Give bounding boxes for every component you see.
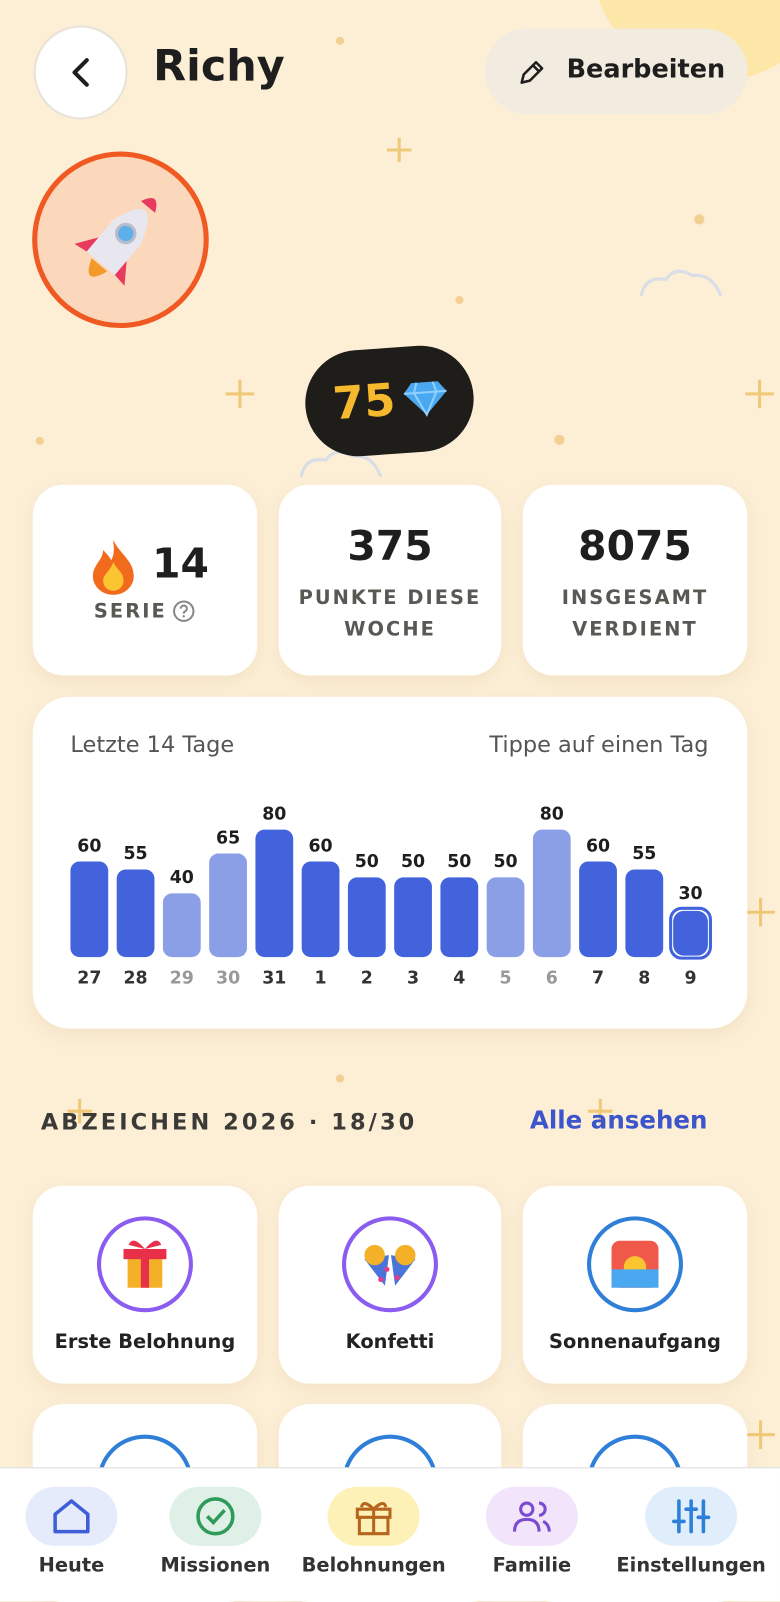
stat-value: 375 <box>347 523 433 571</box>
stat-value: 14 <box>152 540 209 588</box>
x-tick-label: 27 <box>77 969 101 989</box>
badge-card[interactable]: Sonnenaufgang <box>522 1185 748 1384</box>
x-tick-label: 30 <box>216 969 240 989</box>
badge-icon <box>342 1216 438 1313</box>
value-label: 50 <box>355 852 379 872</box>
nav-item[interactable]: Belohnungen <box>297 1486 450 1577</box>
selected-outline <box>669 906 712 960</box>
x-tick-label: 6 <box>546 969 558 989</box>
badge-icon <box>96 1216 193 1313</box>
value-label: 80 <box>540 804 564 824</box>
gem-count: 75 <box>331 374 398 431</box>
x-tick-label: 8 <box>638 969 650 989</box>
stat-card: 375 PUNKTE DIESE WOCHE <box>278 484 502 676</box>
value-label: 60 <box>586 836 610 856</box>
value-label: 65 <box>216 828 240 848</box>
badge-label: Konfetti <box>345 1330 435 1354</box>
stat-card: 14 SERIE <box>32 484 258 676</box>
x-tick-label: 28 <box>124 969 148 989</box>
stat-label: PUNKTE DIESE WOCHE <box>298 586 482 641</box>
bar[interactable] <box>486 877 525 958</box>
back-button[interactable] <box>33 25 128 120</box>
nav-item[interactable]: Einstellungen <box>615 1486 768 1577</box>
x-tick-label: 4 <box>453 969 465 989</box>
bar[interactable] <box>532 829 571 958</box>
family-icon <box>513 1501 551 1532</box>
bar[interactable] <box>673 910 708 956</box>
chart: Letzte 14 Tage Tippe auf einen Tag 60275… <box>70 732 712 989</box>
section-title: ABZEICHEN 2026 · 18/30 <box>40 1110 418 1136</box>
edit-label: Bearbeiten <box>566 54 726 84</box>
profile-name: Richy <box>153 40 285 91</box>
gift-emoji <box>123 1240 167 1288</box>
bar[interactable] <box>347 877 386 958</box>
x-tick-label: 7 <box>592 969 604 989</box>
badge-icon <box>587 1216 683 1313</box>
x-tick-label: 5 <box>500 969 512 989</box>
bar[interactable] <box>255 829 294 958</box>
value-label: 60 <box>77 836 101 856</box>
bar[interactable] <box>440 877 479 958</box>
stat-value: 8075 <box>578 523 692 571</box>
value-label: 80 <box>262 804 286 824</box>
nav-item[interactable]: Heute <box>0 1486 148 1577</box>
bar[interactable] <box>209 853 247 958</box>
confetti-emoji <box>364 1244 416 1286</box>
bar[interactable] <box>301 861 340 958</box>
value-label: 60 <box>308 836 332 856</box>
value-label: 50 <box>401 852 425 872</box>
gift-icon <box>355 1502 392 1536</box>
help-icon[interactable] <box>172 599 197 623</box>
chart-subtitle: Tippe auf einen Tag <box>488 732 708 758</box>
nav-label: Belohnungen <box>301 1554 446 1577</box>
edit-icon <box>520 60 544 84</box>
bar[interactable] <box>579 861 617 958</box>
bar[interactable] <box>116 869 155 958</box>
fire-icon <box>92 539 134 595</box>
x-tick-label: 9 <box>684 969 696 989</box>
x-tick-label: 2 <box>361 969 373 989</box>
value-label: 55 <box>124 844 148 864</box>
nav-label: Einstellungen <box>616 1554 766 1577</box>
value-label: 40 <box>170 868 194 888</box>
stat-label: SERIE <box>93 599 167 623</box>
nav-label: Heute <box>38 1554 105 1577</box>
gem-icon <box>403 381 447 418</box>
badge-card[interactable]: Konfetti <box>278 1185 502 1384</box>
nav-item[interactable]: Missionen <box>139 1486 292 1577</box>
value-label: 55 <box>632 844 656 864</box>
nav-label: Missionen <box>160 1554 271 1577</box>
sunrise-emoji <box>611 1240 659 1288</box>
stat-card: 8075 INSGESAMT VERDIENT <box>522 484 748 676</box>
check-icon <box>196 1497 235 1536</box>
value-label: 30 <box>678 884 702 904</box>
edit-button[interactable]: Bearbeiten <box>484 28 748 115</box>
bar[interactable] <box>394 877 432 958</box>
bottom-nav: Heute Missionen Belohnungen Familie Eins… <box>0 1467 780 1602</box>
x-tick-label: 31 <box>262 969 286 989</box>
settings-icon <box>672 1499 711 1534</box>
nav-item[interactable]: Familie <box>455 1486 608 1577</box>
chart-title: Letzte 14 Tage <box>70 732 234 758</box>
chart-card: Letzte 14 Tage Tippe auf einen Tag 60 27 5… <box>32 696 748 1029</box>
value-label: 50 <box>447 852 471 872</box>
avatar <box>32 151 209 329</box>
bar[interactable] <box>162 893 201 958</box>
x-tick-label: 1 <box>315 969 327 989</box>
x-tick-label: 3 <box>407 969 419 989</box>
x-tick-label: 29 <box>170 969 194 989</box>
nav-label: Familie <box>492 1554 572 1577</box>
home-icon <box>53 1499 90 1534</box>
bar[interactable] <box>70 861 109 958</box>
bar[interactable] <box>625 869 664 958</box>
back-icon <box>72 58 89 87</box>
see-all-link[interactable]: Alle ansehen <box>529 1106 708 1135</box>
badge-card[interactable]: Erste Belohnung <box>32 1185 258 1384</box>
badge-label: Sonnenaufgang <box>549 1330 721 1354</box>
value-label: 50 <box>493 852 517 872</box>
stat-label: INSGESAMT VERDIENT <box>561 586 709 641</box>
gem-counter: 75 <box>301 342 478 460</box>
badge-label: Erste Belohnung <box>54 1330 236 1354</box>
